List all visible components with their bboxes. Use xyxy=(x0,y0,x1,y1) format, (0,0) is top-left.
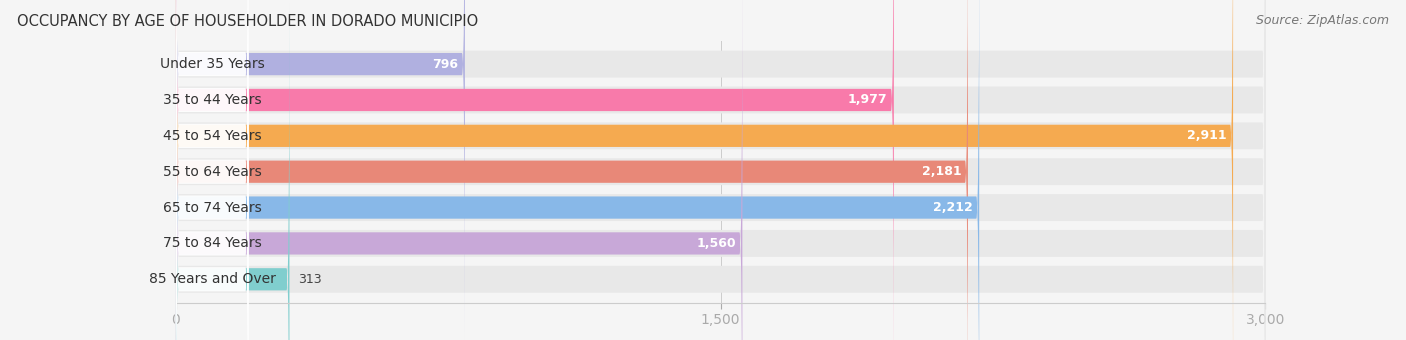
FancyBboxPatch shape xyxy=(176,6,1265,340)
FancyBboxPatch shape xyxy=(176,0,1265,340)
Text: 65 to 74 Years: 65 to 74 Years xyxy=(163,201,262,215)
Text: 85 Years and Over: 85 Years and Over xyxy=(149,272,276,286)
Text: 1,560: 1,560 xyxy=(696,237,735,250)
FancyBboxPatch shape xyxy=(176,0,967,340)
Text: 2,911: 2,911 xyxy=(1187,129,1226,142)
FancyBboxPatch shape xyxy=(176,0,894,340)
Text: OCCUPANCY BY AGE OF HOUSEHOLDER IN DORADO MUNICIPIO: OCCUPANCY BY AGE OF HOUSEHOLDER IN DORAD… xyxy=(17,14,478,29)
FancyBboxPatch shape xyxy=(176,0,1265,338)
Text: 1,977: 1,977 xyxy=(848,94,887,106)
Text: 75 to 84 Years: 75 to 84 Years xyxy=(163,236,262,251)
FancyBboxPatch shape xyxy=(176,0,249,340)
FancyBboxPatch shape xyxy=(176,0,1265,340)
FancyBboxPatch shape xyxy=(176,0,1233,340)
FancyBboxPatch shape xyxy=(176,0,249,339)
Text: 2,181: 2,181 xyxy=(922,165,962,178)
FancyBboxPatch shape xyxy=(176,0,1265,340)
FancyBboxPatch shape xyxy=(176,0,1265,340)
FancyBboxPatch shape xyxy=(176,0,249,340)
Text: 796: 796 xyxy=(432,57,458,71)
FancyBboxPatch shape xyxy=(176,0,249,340)
FancyBboxPatch shape xyxy=(176,0,249,340)
Text: 45 to 54 Years: 45 to 54 Years xyxy=(163,129,262,143)
FancyBboxPatch shape xyxy=(176,0,249,340)
FancyBboxPatch shape xyxy=(176,0,465,340)
Text: 313: 313 xyxy=(298,273,322,286)
FancyBboxPatch shape xyxy=(176,4,249,340)
FancyBboxPatch shape xyxy=(176,0,742,340)
Text: Source: ZipAtlas.com: Source: ZipAtlas.com xyxy=(1256,14,1389,27)
FancyBboxPatch shape xyxy=(176,0,979,340)
Text: Under 35 Years: Under 35 Years xyxy=(160,57,264,71)
Text: 2,212: 2,212 xyxy=(934,201,973,214)
Text: 55 to 64 Years: 55 to 64 Years xyxy=(163,165,262,179)
FancyBboxPatch shape xyxy=(176,3,290,340)
Text: 35 to 44 Years: 35 to 44 Years xyxy=(163,93,262,107)
FancyBboxPatch shape xyxy=(176,0,1265,340)
